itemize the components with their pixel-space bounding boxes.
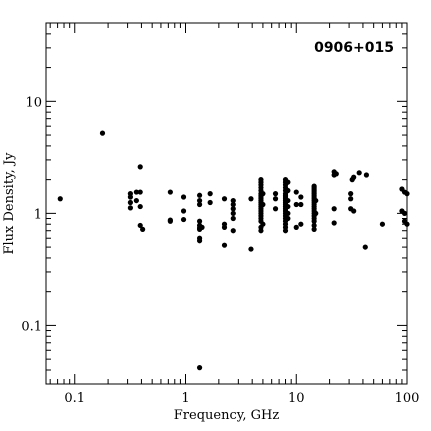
data-point xyxy=(313,197,319,204)
y-tick-label: 1 xyxy=(34,207,42,222)
data-point xyxy=(272,196,279,202)
data-point xyxy=(285,210,291,216)
data-point xyxy=(196,201,203,208)
data-point xyxy=(140,226,146,232)
data-point xyxy=(221,224,228,230)
data-point xyxy=(196,365,203,371)
data-point xyxy=(137,222,143,229)
data-point xyxy=(285,179,291,185)
data-point xyxy=(311,218,317,224)
data-point xyxy=(298,194,304,200)
data-point xyxy=(230,197,236,204)
data-point xyxy=(311,222,317,229)
data-point xyxy=(363,172,370,178)
data-point xyxy=(285,203,291,210)
plot-frame xyxy=(45,22,408,385)
data-point xyxy=(207,199,213,206)
data-point xyxy=(230,228,236,234)
x-tick-label: 0.1 xyxy=(64,391,85,406)
data-point xyxy=(248,246,254,252)
data-point xyxy=(180,216,187,223)
data-point xyxy=(331,206,337,212)
data-point xyxy=(248,196,254,202)
data-point xyxy=(285,197,291,204)
data-point xyxy=(311,226,317,232)
y-tick-label: 0.1 xyxy=(21,319,42,334)
data-point xyxy=(293,189,299,195)
data-point xyxy=(362,244,368,250)
data-point xyxy=(196,192,203,198)
data-point xyxy=(282,228,289,234)
data-point xyxy=(221,242,228,248)
data-point xyxy=(199,224,205,230)
data-point xyxy=(167,189,173,195)
data-point xyxy=(331,220,337,226)
data-point xyxy=(127,199,133,206)
data-point xyxy=(196,238,203,244)
data-point xyxy=(258,228,264,234)
data-point xyxy=(196,197,203,204)
data-point xyxy=(180,208,187,214)
data-point xyxy=(180,194,187,200)
data-point xyxy=(133,189,139,195)
data-point xyxy=(379,221,386,227)
data-point xyxy=(221,196,228,202)
data-point xyxy=(230,201,236,208)
axis-ticks xyxy=(46,22,408,385)
data-point xyxy=(351,208,357,214)
x-axis-title: Frequency, GHz xyxy=(174,408,280,423)
x-tick-label: 1 xyxy=(181,391,189,406)
data-point xyxy=(196,218,203,224)
data-point xyxy=(230,215,236,222)
data-point xyxy=(298,221,304,227)
data-point xyxy=(127,205,133,211)
data-point xyxy=(137,189,143,195)
data-point xyxy=(167,218,173,224)
data-point xyxy=(137,203,143,210)
data-point xyxy=(285,215,291,222)
data-point xyxy=(404,191,410,197)
data-points xyxy=(57,130,410,371)
data-point xyxy=(127,194,133,200)
data-point xyxy=(260,201,266,208)
data-point xyxy=(285,187,291,194)
data-point xyxy=(230,206,236,212)
data-point xyxy=(348,191,354,197)
data-point xyxy=(313,210,319,216)
x-tick-label: 10 xyxy=(288,391,305,406)
y-axis-title: Flux Density, Jy xyxy=(2,152,17,255)
data-point xyxy=(356,170,362,176)
data-point xyxy=(351,174,357,180)
x-tick-label: 100 xyxy=(395,391,420,406)
data-point xyxy=(293,224,299,230)
data-point xyxy=(230,210,236,216)
data-point xyxy=(137,164,143,170)
data-point xyxy=(99,130,106,136)
data-point xyxy=(401,210,408,216)
data-point xyxy=(272,191,279,197)
data-point xyxy=(260,191,266,197)
data-point xyxy=(293,201,299,208)
data-point xyxy=(298,201,304,208)
data-point xyxy=(57,196,63,202)
tick-labels: 0.1 1 10 100 0.1 1 10 xyxy=(21,95,419,406)
data-point xyxy=(133,197,139,204)
data-point xyxy=(404,221,410,227)
source-name-label: 0906+015 xyxy=(314,40,394,56)
data-point xyxy=(348,196,354,202)
data-point xyxy=(272,206,279,212)
data-point xyxy=(260,221,266,227)
y-tick-label: 10 xyxy=(25,95,42,110)
data-point xyxy=(207,191,213,197)
data-point xyxy=(333,171,339,177)
